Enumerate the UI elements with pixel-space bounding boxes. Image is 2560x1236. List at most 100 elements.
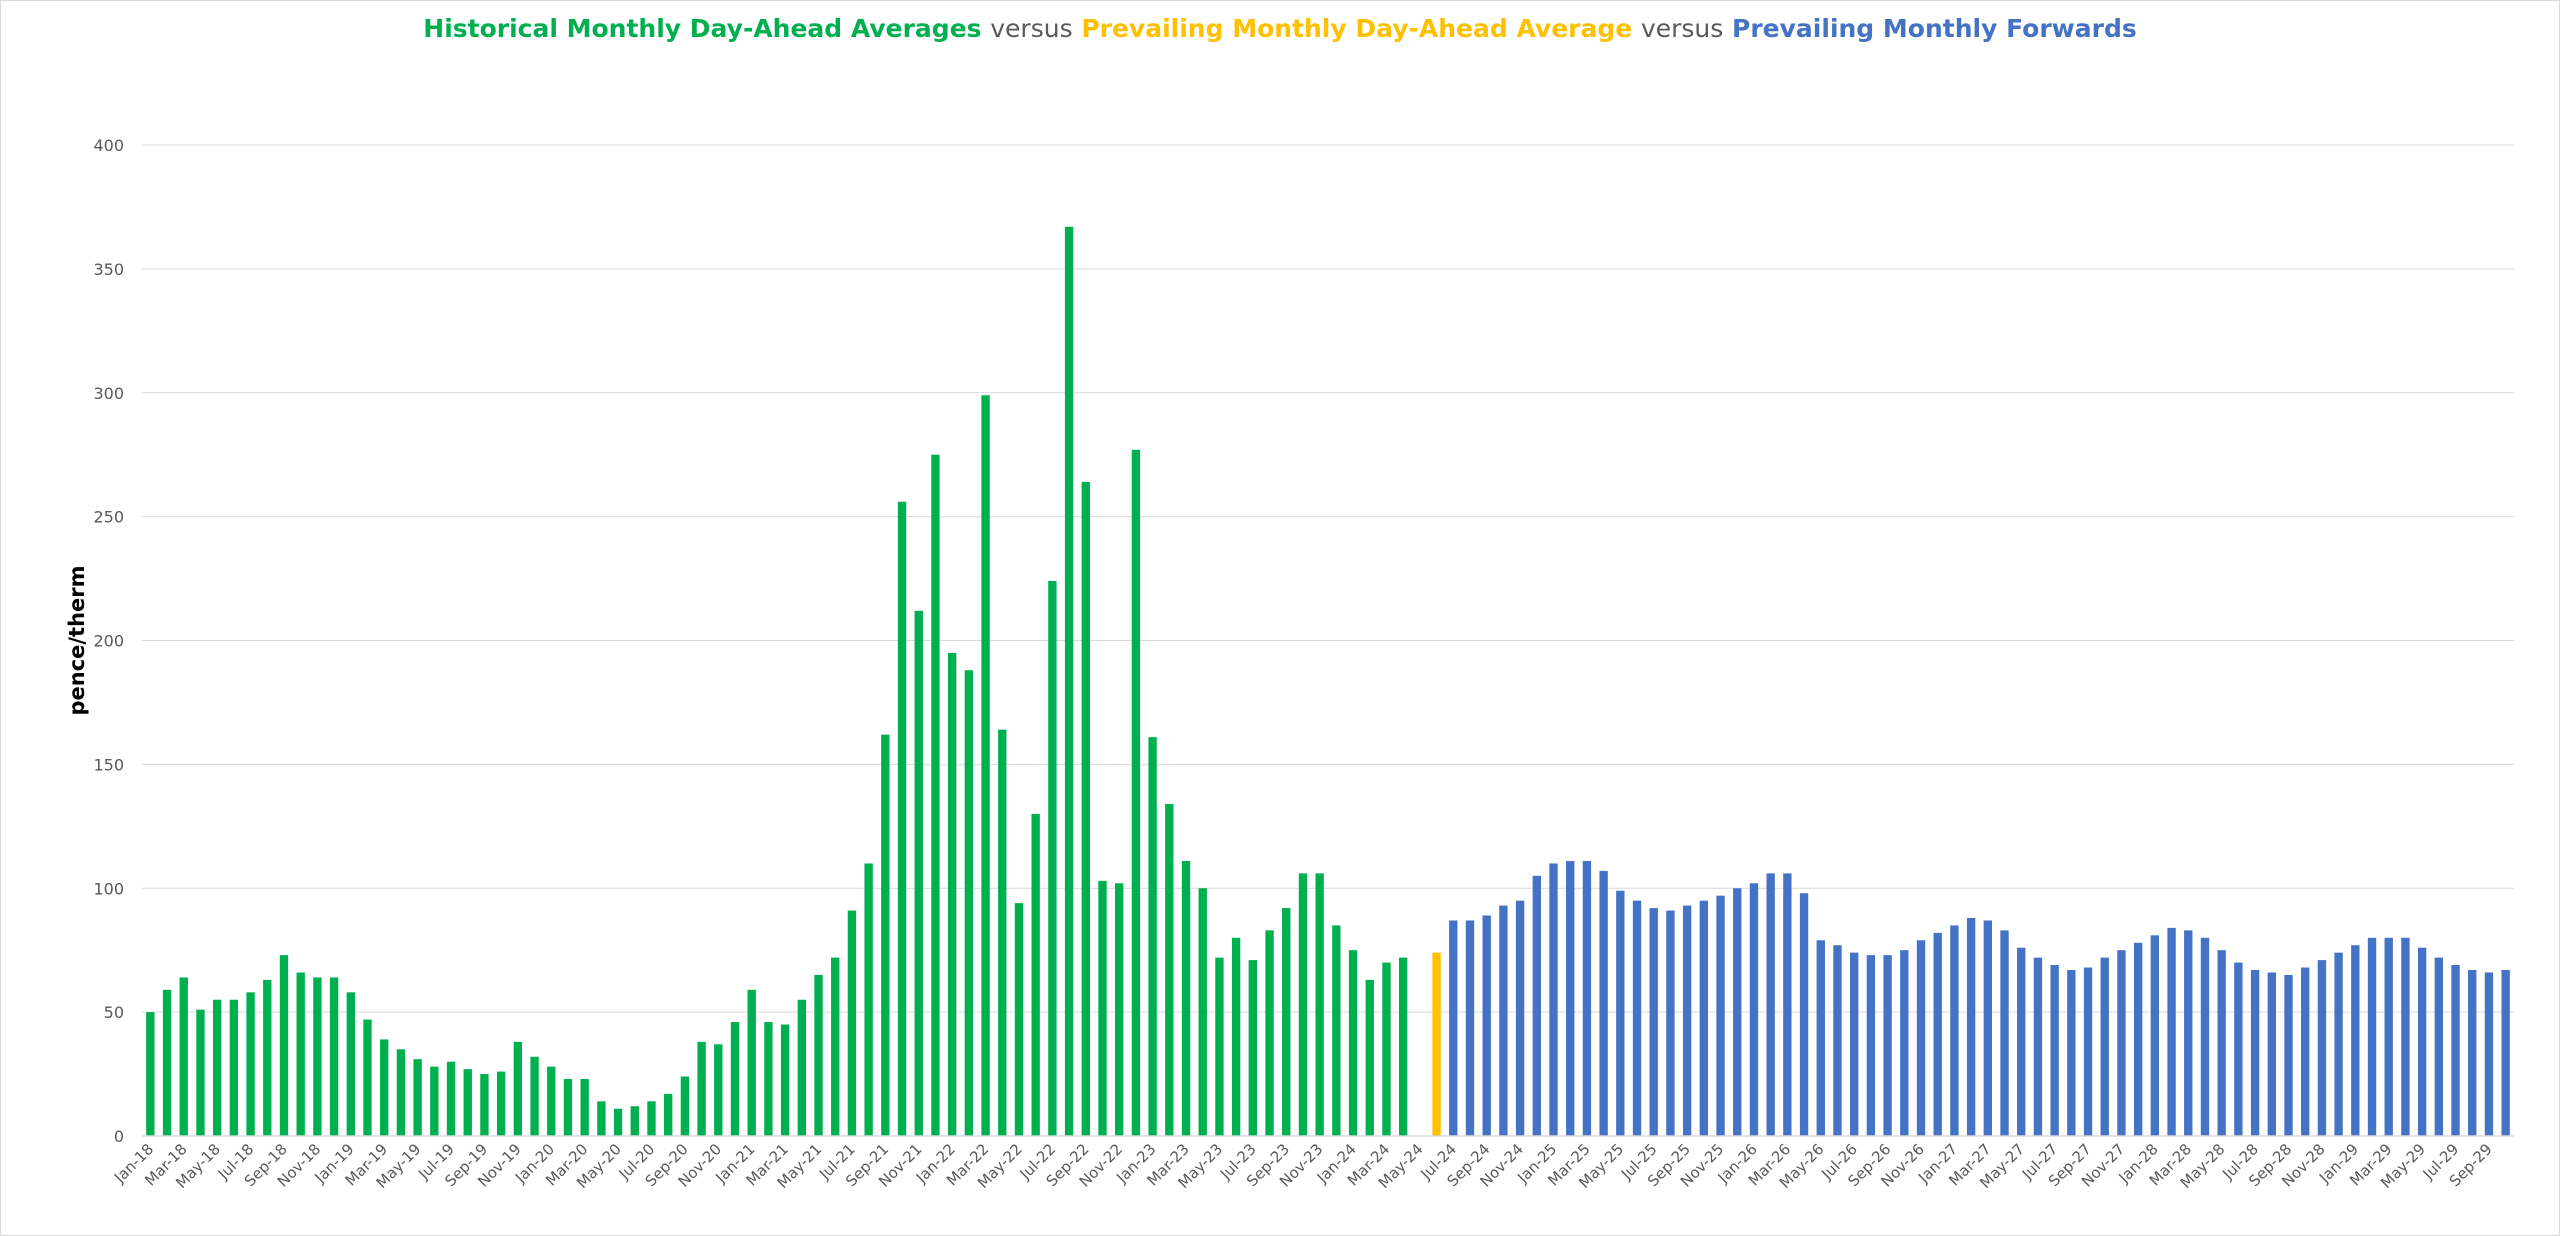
- bar-series-1: [630, 1106, 639, 1136]
- bar-series-1: [1231, 937, 1241, 1136]
- bar-series-3: [2000, 930, 2009, 1136]
- title-historical: Historical Monthly Day-Ahead Averages: [423, 14, 982, 43]
- bar-series-3: [1883, 955, 1892, 1136]
- y-tick-label: 50: [104, 1003, 124, 1022]
- bar-series-3: [1549, 863, 1558, 1136]
- bar-series-3: [1866, 955, 1876, 1136]
- bar-series-1: [446, 1061, 456, 1136]
- y-tick-label: 400: [93, 136, 124, 155]
- bar-series-3: [2167, 927, 2176, 1136]
- bar-series-3: [1850, 952, 1859, 1136]
- bar-series-1: [1098, 880, 1107, 1136]
- bar-series-1: [380, 1039, 389, 1136]
- bar-series-3: [2451, 965, 2460, 1136]
- bar-series-1: [396, 1049, 406, 1136]
- bar-series-1: [730, 1022, 740, 1136]
- bar-series-1: [563, 1079, 573, 1136]
- bar-series-1: [1365, 979, 1374, 1136]
- bar-series-3: [2033, 957, 2043, 1136]
- bar-series-3: [2250, 970, 2260, 1136]
- bar-series-1: [1014, 903, 1024, 1136]
- bar-series-1: [1348, 950, 1358, 1136]
- bar-series-3: [1632, 900, 1642, 1136]
- bar-series-3: [1749, 883, 1759, 1136]
- bar-series-3: [2083, 967, 2093, 1136]
- bar-series-3: [2067, 970, 2076, 1136]
- bar-series-1: [780, 1024, 790, 1136]
- bar-series-3: [1599, 870, 1608, 1136]
- y-tick-label: 300: [93, 384, 124, 403]
- bar-series-1: [346, 992, 355, 1136]
- bar-series-3: [2468, 970, 2477, 1136]
- bar-series-3: [2017, 947, 2026, 1136]
- bar-series-3: [1983, 920, 1992, 1136]
- bar-series-1: [964, 670, 974, 1136]
- bar-series-1: [1115, 883, 1124, 1136]
- bar-series-1: [246, 992, 255, 1136]
- bar-series-3: [1900, 950, 1909, 1136]
- bar-series-1: [146, 1012, 155, 1137]
- bar-series-1: [697, 1041, 706, 1136]
- bar-series-3: [2050, 965, 2059, 1136]
- bar-series-1: [764, 1022, 773, 1136]
- bar-series-1: [1148, 737, 1157, 1136]
- bar-series-2: [1432, 952, 1441, 1136]
- y-tick-label: 0: [114, 1127, 124, 1146]
- bar-series-1: [580, 1079, 589, 1136]
- bar-series-1: [313, 977, 322, 1136]
- bar-series-1: [831, 957, 840, 1136]
- bar-series-3: [1666, 910, 1675, 1136]
- bar-series-3: [1566, 861, 1575, 1136]
- bar-series-3: [1766, 873, 1775, 1136]
- y-tick-label: 200: [93, 632, 124, 651]
- bar-series-1: [981, 395, 990, 1137]
- bar-series-1: [1382, 962, 1391, 1136]
- bar-series-3: [1783, 873, 1792, 1136]
- bar-series-1: [847, 910, 857, 1136]
- bar-series-3: [2301, 967, 2310, 1136]
- y-tick-label: 150: [93, 755, 124, 774]
- bar-series-1: [1048, 581, 1057, 1136]
- bar-series-1: [1181, 861, 1191, 1136]
- title-versus-2: versus: [1640, 14, 1724, 43]
- bar-series-1: [513, 1041, 523, 1136]
- bar-series-1: [179, 977, 188, 1136]
- bar-series-1: [430, 1066, 439, 1136]
- bar-series-3: [2351, 945, 2360, 1136]
- bar-series-1: [496, 1071, 506, 1136]
- bar-series-1: [463, 1069, 472, 1136]
- bar-series-1: [613, 1108, 623, 1136]
- bar-series-1: [1332, 925, 1341, 1136]
- bar-series-3: [2334, 952, 2343, 1136]
- bar-series-1: [897, 501, 907, 1136]
- bar-series-1: [547, 1066, 556, 1136]
- bar-series-1: [363, 1019, 372, 1136]
- bar-series-1: [1198, 888, 1207, 1136]
- bar-series-1: [1215, 957, 1224, 1136]
- bar-series-1: [279, 955, 289, 1136]
- bar-series-1: [1031, 813, 1040, 1136]
- bar-series-3: [1616, 890, 1625, 1136]
- bar-series-1: [1131, 449, 1141, 1137]
- bar-series-3: [1799, 893, 1809, 1136]
- bar-series-3: [2217, 950, 2226, 1136]
- bar-series-1: [196, 1009, 205, 1136]
- bar-series-1: [914, 610, 923, 1136]
- bar-series-1: [998, 729, 1007, 1136]
- bar-series-1: [1081, 481, 1090, 1136]
- y-tick-label: 250: [93, 508, 124, 527]
- bar-series-1: [1298, 873, 1308, 1136]
- bar-series-1: [480, 1074, 489, 1136]
- bar-series-1: [1315, 873, 1324, 1136]
- y-tick-label: 350: [93, 260, 124, 279]
- bar-series-3: [2401, 937, 2410, 1136]
- bar-series-1: [1248, 960, 1257, 1136]
- bar-series-1: [881, 734, 890, 1136]
- bar-series-3: [1916, 940, 1926, 1136]
- bar-series-1: [680, 1076, 690, 1136]
- title-forwards: Prevailing Monthly Forwards: [1732, 14, 2137, 43]
- bar-series-3: [2133, 942, 2143, 1136]
- bar-series-3: [2100, 957, 2109, 1136]
- bar-series-1: [931, 454, 940, 1136]
- x-axis-ticks: Jan-18Mar-18May-18Jul-18Sep-18Nov-18Jan-…: [110, 1140, 2496, 1192]
